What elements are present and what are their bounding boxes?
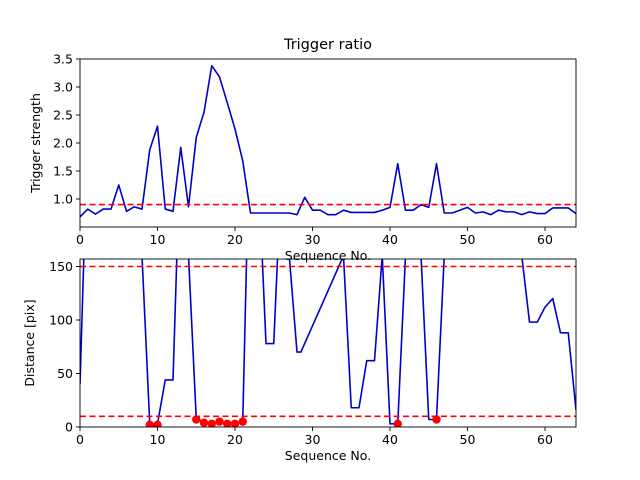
y-tick-label: 1.0 xyxy=(53,192,73,207)
top-chart: 0 10 20 30 40 50 60 1.0 1.5 2.0 2.5 3.0 3.5 Trigger r… xyxy=(28,37,577,263)
data-point xyxy=(199,418,209,427)
x-tick-label: 60 xyxy=(537,432,553,447)
axes-frame xyxy=(79,258,577,428)
data-point xyxy=(238,417,247,426)
x-tick-label: 50 xyxy=(460,432,476,447)
axes-frame xyxy=(79,58,577,228)
data-point xyxy=(153,420,162,427)
x-tick-label: 30 xyxy=(305,232,321,247)
y-axis-label: Trigger strength xyxy=(28,93,43,194)
data-point xyxy=(207,419,216,427)
x-tick-label: 10 xyxy=(150,232,166,247)
data-point xyxy=(145,420,154,427)
y-tick-label: 150 xyxy=(49,259,73,274)
y-tick-label: 1.5 xyxy=(53,164,73,179)
data-point xyxy=(230,419,240,427)
x-tick-label: 10 xyxy=(150,432,166,447)
y-tick-label: 3.0 xyxy=(53,80,73,95)
data-point xyxy=(432,415,441,424)
data-point xyxy=(393,419,402,427)
y-tick-label: 2.0 xyxy=(53,136,73,151)
series-line xyxy=(80,259,576,425)
x-axis-label: Sequence No. xyxy=(285,248,371,263)
y-tick-label: 3.5 xyxy=(53,52,73,67)
y-axis-label: Distance [pix] xyxy=(22,299,37,386)
x-tick-label: 50 xyxy=(460,232,476,247)
x-tick-label: 0 xyxy=(76,432,84,447)
series-line xyxy=(80,64,576,218)
x-tick-label: 30 xyxy=(305,432,321,447)
data-point xyxy=(223,419,232,427)
x-tick-label: 20 xyxy=(227,432,243,447)
data-point xyxy=(215,417,224,426)
y-tick-label: 2.5 xyxy=(53,108,73,123)
data-point xyxy=(192,415,201,424)
x-tick-label: 40 xyxy=(382,432,398,447)
x-tick-label: 20 xyxy=(227,232,243,247)
x-tick-label: 0 xyxy=(76,232,84,247)
x-tick-label: 40 xyxy=(382,232,398,247)
y-tick-label: 100 xyxy=(49,312,73,327)
y-tick-label: 0 xyxy=(65,420,73,435)
x-tick-label: 60 xyxy=(537,232,553,247)
bottom-chart: 0 10 20 30 40 50 60 0 50 100 150 Sequence No. Distan… xyxy=(22,258,577,463)
y-tick-label: 50 xyxy=(57,366,73,381)
x-axis-label: Sequence No. xyxy=(285,448,371,463)
chart-title: Trigger ratio xyxy=(283,37,372,53)
